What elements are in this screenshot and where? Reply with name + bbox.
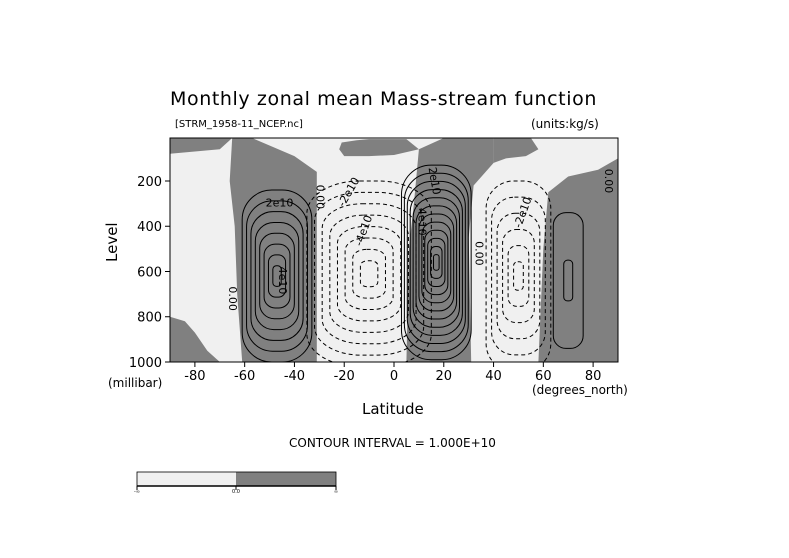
contour-line [400, 164, 472, 361]
hadley-positive-region [406, 138, 494, 362]
x-tick-label: -40 [284, 369, 305, 384]
contour-line [306, 180, 432, 362]
contour-line [421, 221, 452, 304]
colorbar-label: ∞ [334, 489, 338, 495]
contour-line [259, 232, 295, 320]
contour-line [250, 211, 304, 341]
x-tick-label: 20 [436, 369, 453, 384]
northern-positive-region [538, 158, 618, 362]
contour-line [430, 246, 443, 279]
contour-label: 0.00 [602, 169, 615, 194]
colorbar: -∞ 0.0 ∞ [134, 471, 338, 495]
y-tick-label: 600 [137, 265, 162, 280]
contour-line [359, 260, 379, 288]
top-right-positive-region [493, 138, 539, 163]
southern-positive-region [229, 138, 317, 362]
file-label: [STRM_1958-11_NCEP.nc] [175, 119, 303, 130]
y-tick-label: 200 [137, 175, 162, 190]
units-label: (units:kg/s) [531, 117, 599, 131]
contour-line [246, 200, 308, 352]
top-left-positive-region [170, 138, 233, 154]
contour-label: 2e10 [426, 166, 444, 196]
contour-interval-text: CONTOUR INTERVAL = 1.000E+10 [289, 436, 496, 450]
contour-line [552, 212, 584, 349]
y-tick-label: 800 [137, 311, 162, 326]
colorbar-negative [137, 472, 236, 486]
contour-line [267, 254, 287, 298]
x-tick-label: -80 [184, 369, 205, 384]
x-tick-label: 80 [585, 369, 602, 384]
y-tick-label: 1000 [129, 356, 162, 371]
x-tick-label: 40 [485, 369, 502, 384]
contour-line [427, 237, 446, 288]
contour-line [415, 205, 458, 320]
contour-line [502, 228, 535, 324]
contour-line [563, 259, 574, 302]
hadley-positive-contours [400, 164, 472, 361]
y-unit-label: (millibar) [108, 376, 163, 390]
contour-line [418, 213, 455, 312]
polar-positive-contours [552, 212, 584, 349]
contour-line [352, 248, 386, 299]
colorbar-label: 0.0 [232, 489, 240, 495]
contour-label: 4e10 [276, 267, 289, 295]
southern-positive-contours [241, 189, 313, 362]
x-tick-label: -60 [234, 369, 255, 384]
contour-line [321, 203, 417, 345]
ferrel-negative-contours [485, 180, 552, 362]
contour-line [513, 261, 524, 291]
contour-line [485, 180, 552, 362]
contour-line [491, 196, 546, 356]
contour-line [272, 265, 282, 287]
colorbar-label: -∞ [134, 489, 140, 495]
x-unit-label: (degrees_north) [532, 383, 628, 397]
contour-label: 2e10 [266, 197, 294, 210]
surface-left-positive-region [170, 316, 220, 362]
contour-line [433, 254, 440, 271]
x-tick-label: -20 [334, 369, 355, 384]
contour-line [424, 229, 449, 296]
contour-line [403, 172, 469, 353]
contour-label: 0.00 [226, 286, 239, 311]
contour-line [263, 243, 291, 309]
contour-line [409, 189, 463, 336]
southern-negative-contours [306, 180, 432, 362]
contour-line [507, 245, 530, 307]
contour-line [406, 180, 466, 344]
contour-label: 4e10 [415, 208, 428, 236]
contour-label: 0.00 [313, 185, 326, 210]
top-center-positive-region [339, 139, 419, 157]
contour-line [496, 212, 541, 340]
y-tick-label: 400 [137, 220, 162, 235]
x-axis-label: Latitude [362, 400, 424, 418]
contour-line [412, 197, 460, 328]
x-tick-label: 0 [390, 369, 398, 384]
contour-line [254, 221, 300, 331]
chart-title: Monthly zonal mean Mass-stream function [170, 88, 597, 110]
contour-label: 0.00 [473, 241, 486, 265]
x-tick-label: 60 [535, 369, 552, 384]
colorbar-positive [236, 472, 336, 486]
contour-line [344, 237, 394, 311]
contour-line [329, 214, 409, 333]
contour-line [241, 189, 313, 362]
contour-line [314, 191, 425, 356]
